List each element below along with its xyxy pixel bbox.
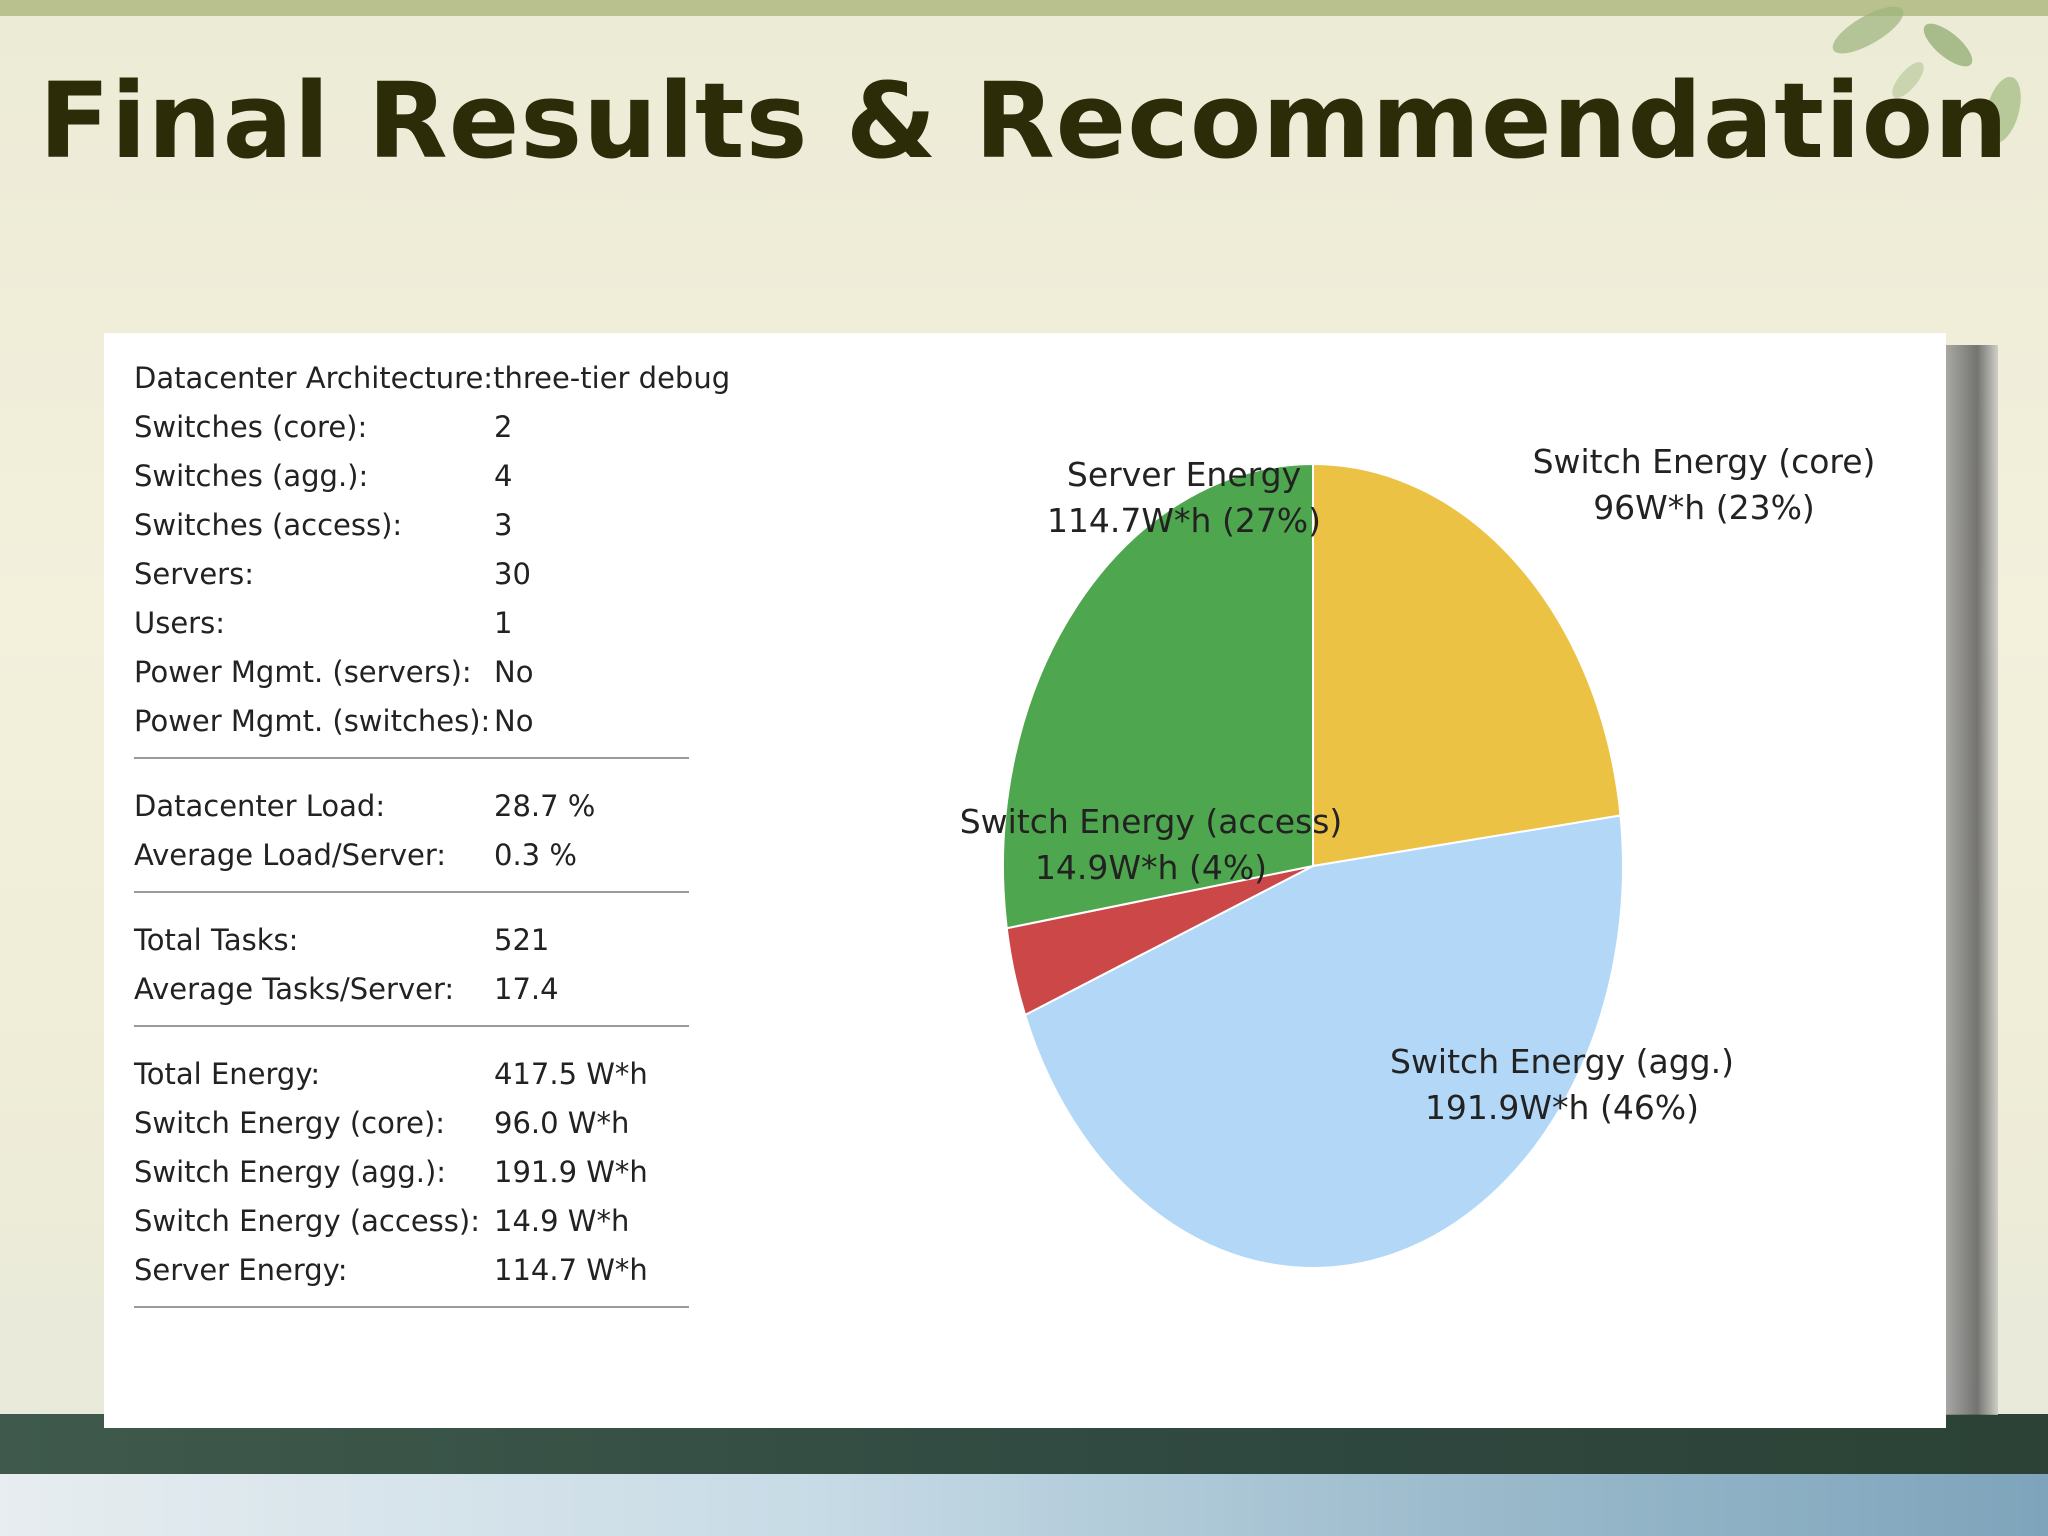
slice-value-label: 114.7W*h (27%): [1047, 501, 1321, 540]
stat-value: 521: [494, 922, 550, 957]
stat-label: Switches (agg.):: [134, 458, 369, 493]
stat-row: Servers: 30: [134, 549, 689, 598]
slice-value-label: 14.9W*h (4%): [1035, 848, 1267, 887]
stat-row: Switches (core): 2: [134, 402, 689, 451]
stat-row: Datacenter Load: 28.7 %: [134, 781, 689, 830]
stat-row: Total Tasks: 521: [134, 915, 689, 964]
stat-row: Switch Energy (access): 14.9 W*h: [134, 1196, 689, 1245]
stat-row: Users: 1: [134, 598, 689, 647]
stat-row: Datacenter Architecture: three-tier debug: [134, 353, 730, 402]
stats-group: Datacenter Architecture: three-tier debug…: [134, 353, 730, 759]
stat-value: 14.9 W*h: [494, 1203, 630, 1238]
stat-value: 2: [494, 409, 513, 444]
stat-label: Power Mgmt. (switches):: [134, 703, 491, 738]
stat-value: No: [494, 703, 534, 738]
stat-label: Servers:: [134, 556, 254, 591]
pie-slice: [1023, 814, 1624, 1269]
results-panel: Datacenter Architecture: three-tier debug…: [104, 333, 1946, 1428]
stat-label: Switch Energy (access):: [134, 1203, 480, 1238]
slice-name-label: Server Energy: [1067, 455, 1301, 494]
stat-label: Datacenter Architecture:: [134, 360, 494, 395]
bottom-decorative-strip: [0, 1474, 2048, 1536]
stat-value: 0.3 %: [494, 837, 577, 872]
stat-label: Total Energy:: [134, 1056, 321, 1091]
stat-value: three-tier debug: [493, 360, 731, 395]
stat-row: Switches (access): 3: [134, 500, 689, 549]
pie-slice: [1312, 462, 1622, 868]
stat-value: 4: [494, 458, 513, 493]
stat-label: Power Mgmt. (servers):: [134, 654, 472, 689]
stat-value: 28.7 %: [494, 788, 596, 823]
stat-label: Average Load/Server:: [134, 837, 447, 872]
stat-row: Server Energy: 114.7 W*h: [134, 1245, 689, 1294]
stat-row: Average Tasks/Server: 17.4: [134, 964, 689, 1013]
stat-row: Switch Energy (core): 96.0 W*h: [134, 1098, 689, 1147]
stat-row: Power Mgmt. (servers): No: [134, 647, 689, 696]
slice-name-label: Switch Energy (access): [960, 802, 1343, 841]
stat-row: Average Load/Server: 0.3 %: [134, 830, 689, 879]
slice-value-label: 191.9W*h (46%): [1425, 1088, 1699, 1127]
stat-label: Average Tasks/Server:: [134, 971, 455, 1006]
stat-label: Total Tasks:: [134, 922, 299, 957]
stat-value: No: [494, 654, 534, 689]
stats-group: Total Tasks: 521 Average Tasks/Server: 17.4: [134, 915, 689, 1027]
stat-row: Total Energy: 417.5 W*h: [134, 1049, 689, 1098]
stat-value: 417.5 W*h: [494, 1056, 648, 1091]
stats-group: Datacenter Load: 28.7 % Average Load/Serve…: [134, 781, 689, 893]
stat-label: Datacenter Load:: [134, 788, 386, 823]
card-shadow: [1946, 345, 1998, 1415]
stat-value: 3: [494, 507, 513, 542]
energy-pie-chart: Switch Energy (core) 96W*h (23%) Switch En…: [960, 442, 1876, 1269]
stat-label: Switches (core):: [134, 409, 368, 444]
slice-name-label: Switch Energy (core): [1533, 442, 1876, 481]
stat-value: 1: [494, 605, 513, 640]
stat-row: Switches (agg.): 4: [134, 451, 689, 500]
pie-slice: [1002, 462, 1314, 930]
stats-group: Total Energy: 417.5 W*h Switch Energy (cor…: [134, 1049, 689, 1308]
stat-label: Server Energy:: [134, 1252, 348, 1287]
stat-label: Users:: [134, 605, 225, 640]
stat-value: 30: [494, 556, 531, 591]
stat-row: Switch Energy (agg.): 191.9 W*h: [134, 1147, 689, 1196]
slice-value-label: 96W*h (23%): [1593, 488, 1815, 527]
leaf-decoration: [1832, 6, 2021, 144]
stat-label: Switches (access):: [134, 507, 403, 542]
top-decorative-band: [0, 0, 2048, 16]
stat-label: Switch Energy (agg.):: [134, 1154, 447, 1189]
stat-value: 17.4: [494, 971, 559, 1006]
stat-label: Switch Energy (core):: [134, 1105, 446, 1140]
stat-value: 114.7 W*h: [494, 1252, 648, 1287]
stat-value: 96.0 W*h: [494, 1105, 630, 1140]
stat-row: Power Mgmt. (switches): No: [134, 696, 689, 745]
stat-value: 191.9 W*h: [494, 1154, 648, 1189]
stats-table: Datacenter Architecture: three-tier debug…: [134, 353, 730, 1330]
slide-title: Final Results & Recommendation: [38, 60, 2010, 182]
slice-name-label: Switch Energy (agg.): [1390, 1042, 1734, 1081]
